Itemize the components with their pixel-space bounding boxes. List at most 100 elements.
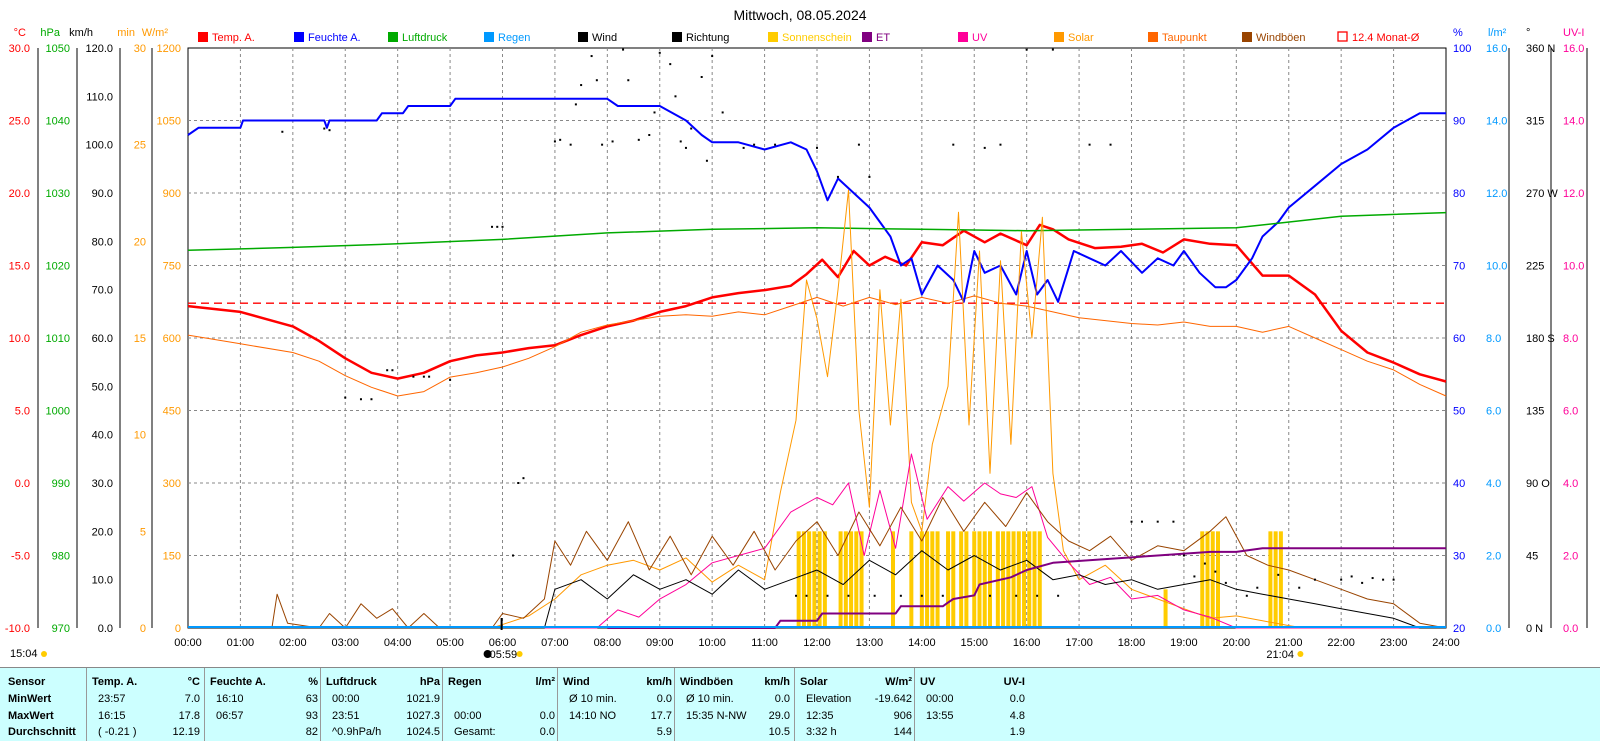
y-tick-label: 90.0 — [92, 188, 113, 200]
direction-point — [648, 134, 651, 136]
direction-point — [816, 146, 818, 149]
y-tick-label: 450 — [163, 406, 181, 418]
direction-point — [1172, 520, 1175, 523]
series-line-feuchte-a- — [187, 97, 1446, 303]
direction-point — [684, 146, 687, 149]
stats-separator — [794, 668, 795, 741]
y-tick-label: 1050 — [46, 43, 70, 55]
sunshine-bar — [1037, 531, 1042, 628]
sunshine-bar — [919, 531, 924, 628]
stats-group-unit: l/m² — [535, 676, 555, 688]
weather-chart: Mittwoch, 08.05.2024 Temp. A. Feuchte A. L… — [5, 7, 1588, 661]
direction-point — [873, 594, 876, 597]
sunshine-bar — [935, 531, 940, 628]
y-tick-label: 70 — [1453, 261, 1465, 273]
direction-point — [1193, 575, 1196, 578]
direction-point — [611, 140, 614, 143]
y-tick-label: 0 N — [1526, 623, 1543, 635]
direction-point — [920, 594, 923, 597]
stats-group-unit: hPa — [419, 676, 440, 688]
x-tick-label: 00:00 — [174, 637, 202, 649]
legend-swatch — [578, 32, 588, 42]
y-axis-unit: ° — [1526, 27, 1530, 39]
legend-label: ET — [876, 32, 890, 44]
sunshine-bar — [843, 531, 848, 628]
y-tick-label: 10.0 — [9, 333, 30, 345]
stats-cell-value: 0.0 — [1009, 693, 1025, 705]
stats-group-name: Windböen — [680, 676, 734, 688]
legend-swatch — [768, 32, 778, 42]
y-tick-label: 6.0 — [1486, 406, 1501, 418]
sunshine-bar — [817, 531, 822, 628]
direction-point — [700, 76, 703, 78]
direction-point — [658, 51, 661, 54]
x-tick-label: 22:00 — [1327, 637, 1355, 649]
sunshine-bar — [849, 531, 854, 628]
sunshine-bar — [1273, 531, 1278, 628]
y-tick-label: 990 — [52, 478, 70, 490]
chart-legend: Temp. A. Feuchte A. Luftdruck Regen Wind Rich… — [198, 31, 1420, 44]
y-tick-label: 80.0 — [92, 236, 113, 248]
direction-point — [590, 55, 593, 58]
direction-point — [1088, 143, 1091, 146]
legend-swatch — [484, 32, 494, 42]
stats-cell-value: 29.0 — [768, 710, 790, 722]
x-tick-label: 19:00 — [1170, 637, 1198, 649]
stats-cell-value: 0.0 — [656, 693, 672, 705]
stats-cell-label: ( -0.21 ) — [98, 726, 137, 738]
direction-point — [1371, 577, 1374, 580]
x-tick-label: 10:00 — [698, 637, 726, 649]
sunshine-bar — [982, 531, 987, 628]
direction-point — [1340, 578, 1343, 581]
y-tick-label: 15 — [134, 333, 146, 345]
legend-swatch — [1337, 31, 1348, 42]
sunshine-bar — [859, 531, 864, 628]
y-tick-label: 30 — [134, 43, 146, 55]
stats-cell-value: 0.0 — [774, 693, 790, 705]
y-tick-label: 110.0 — [86, 91, 113, 103]
direction-point — [627, 79, 630, 82]
direction-point — [422, 375, 425, 378]
direction-point — [449, 378, 452, 381]
stats-cell-value: 17.7 — [650, 710, 672, 722]
direction-point — [774, 143, 777, 146]
series-line-solar — [188, 189, 1446, 629]
direction-point — [669, 63, 672, 66]
stats-cell-label: 00:00 — [332, 693, 360, 705]
legend-label: Solar — [1068, 32, 1094, 44]
y-tick-label: -5.0 — [11, 551, 30, 563]
y-tick-label: 5 — [140, 526, 146, 538]
y-tick-label: 300 — [163, 478, 181, 490]
direction-point — [559, 138, 562, 141]
direction-point — [1051, 48, 1054, 51]
direction-point — [517, 482, 520, 484]
sunshine-bar — [1200, 531, 1205, 628]
sunshine-bar — [972, 531, 977, 628]
y-tick-label: 600 — [163, 333, 181, 345]
y-tick-label: 90 — [1453, 116, 1465, 128]
y-tick-label: 70.0 — [92, 285, 113, 297]
stats-cell-label: 14:10 NO — [569, 710, 617, 722]
stats-cell-label: 23:51 — [332, 710, 360, 722]
sunshine-bar — [812, 531, 817, 628]
stats-group-name: Wind — [563, 676, 590, 688]
x-tick-label: 16:00 — [1013, 637, 1041, 649]
y-tick-label: 5.0 — [15, 406, 30, 418]
x-tick-label: 17:00 — [1065, 637, 1093, 649]
y-tick-label: 10.0 — [1486, 261, 1507, 273]
direction-point — [952, 143, 955, 146]
x-tick-label: 06:00 — [489, 637, 517, 649]
direction-point — [705, 159, 708, 162]
x-tick-label: 05:00 — [436, 637, 464, 649]
direction-point — [1036, 594, 1039, 597]
chart-grid — [187, 47, 1447, 629]
y-tick-label: 120.0 — [85, 43, 113, 55]
stats-cell-value: -19.642 — [874, 693, 912, 705]
direction-point — [1298, 586, 1301, 589]
y-tick-label: 225 — [1526, 261, 1544, 273]
series-line-temp-a- — [187, 223, 1447, 383]
y-tick-label: 90 O — [1526, 478, 1550, 490]
x-tick-label: 20:00 — [1223, 637, 1251, 649]
y-tick-label: 40.0 — [92, 430, 113, 442]
stats-group-unit: km/h — [764, 676, 790, 688]
